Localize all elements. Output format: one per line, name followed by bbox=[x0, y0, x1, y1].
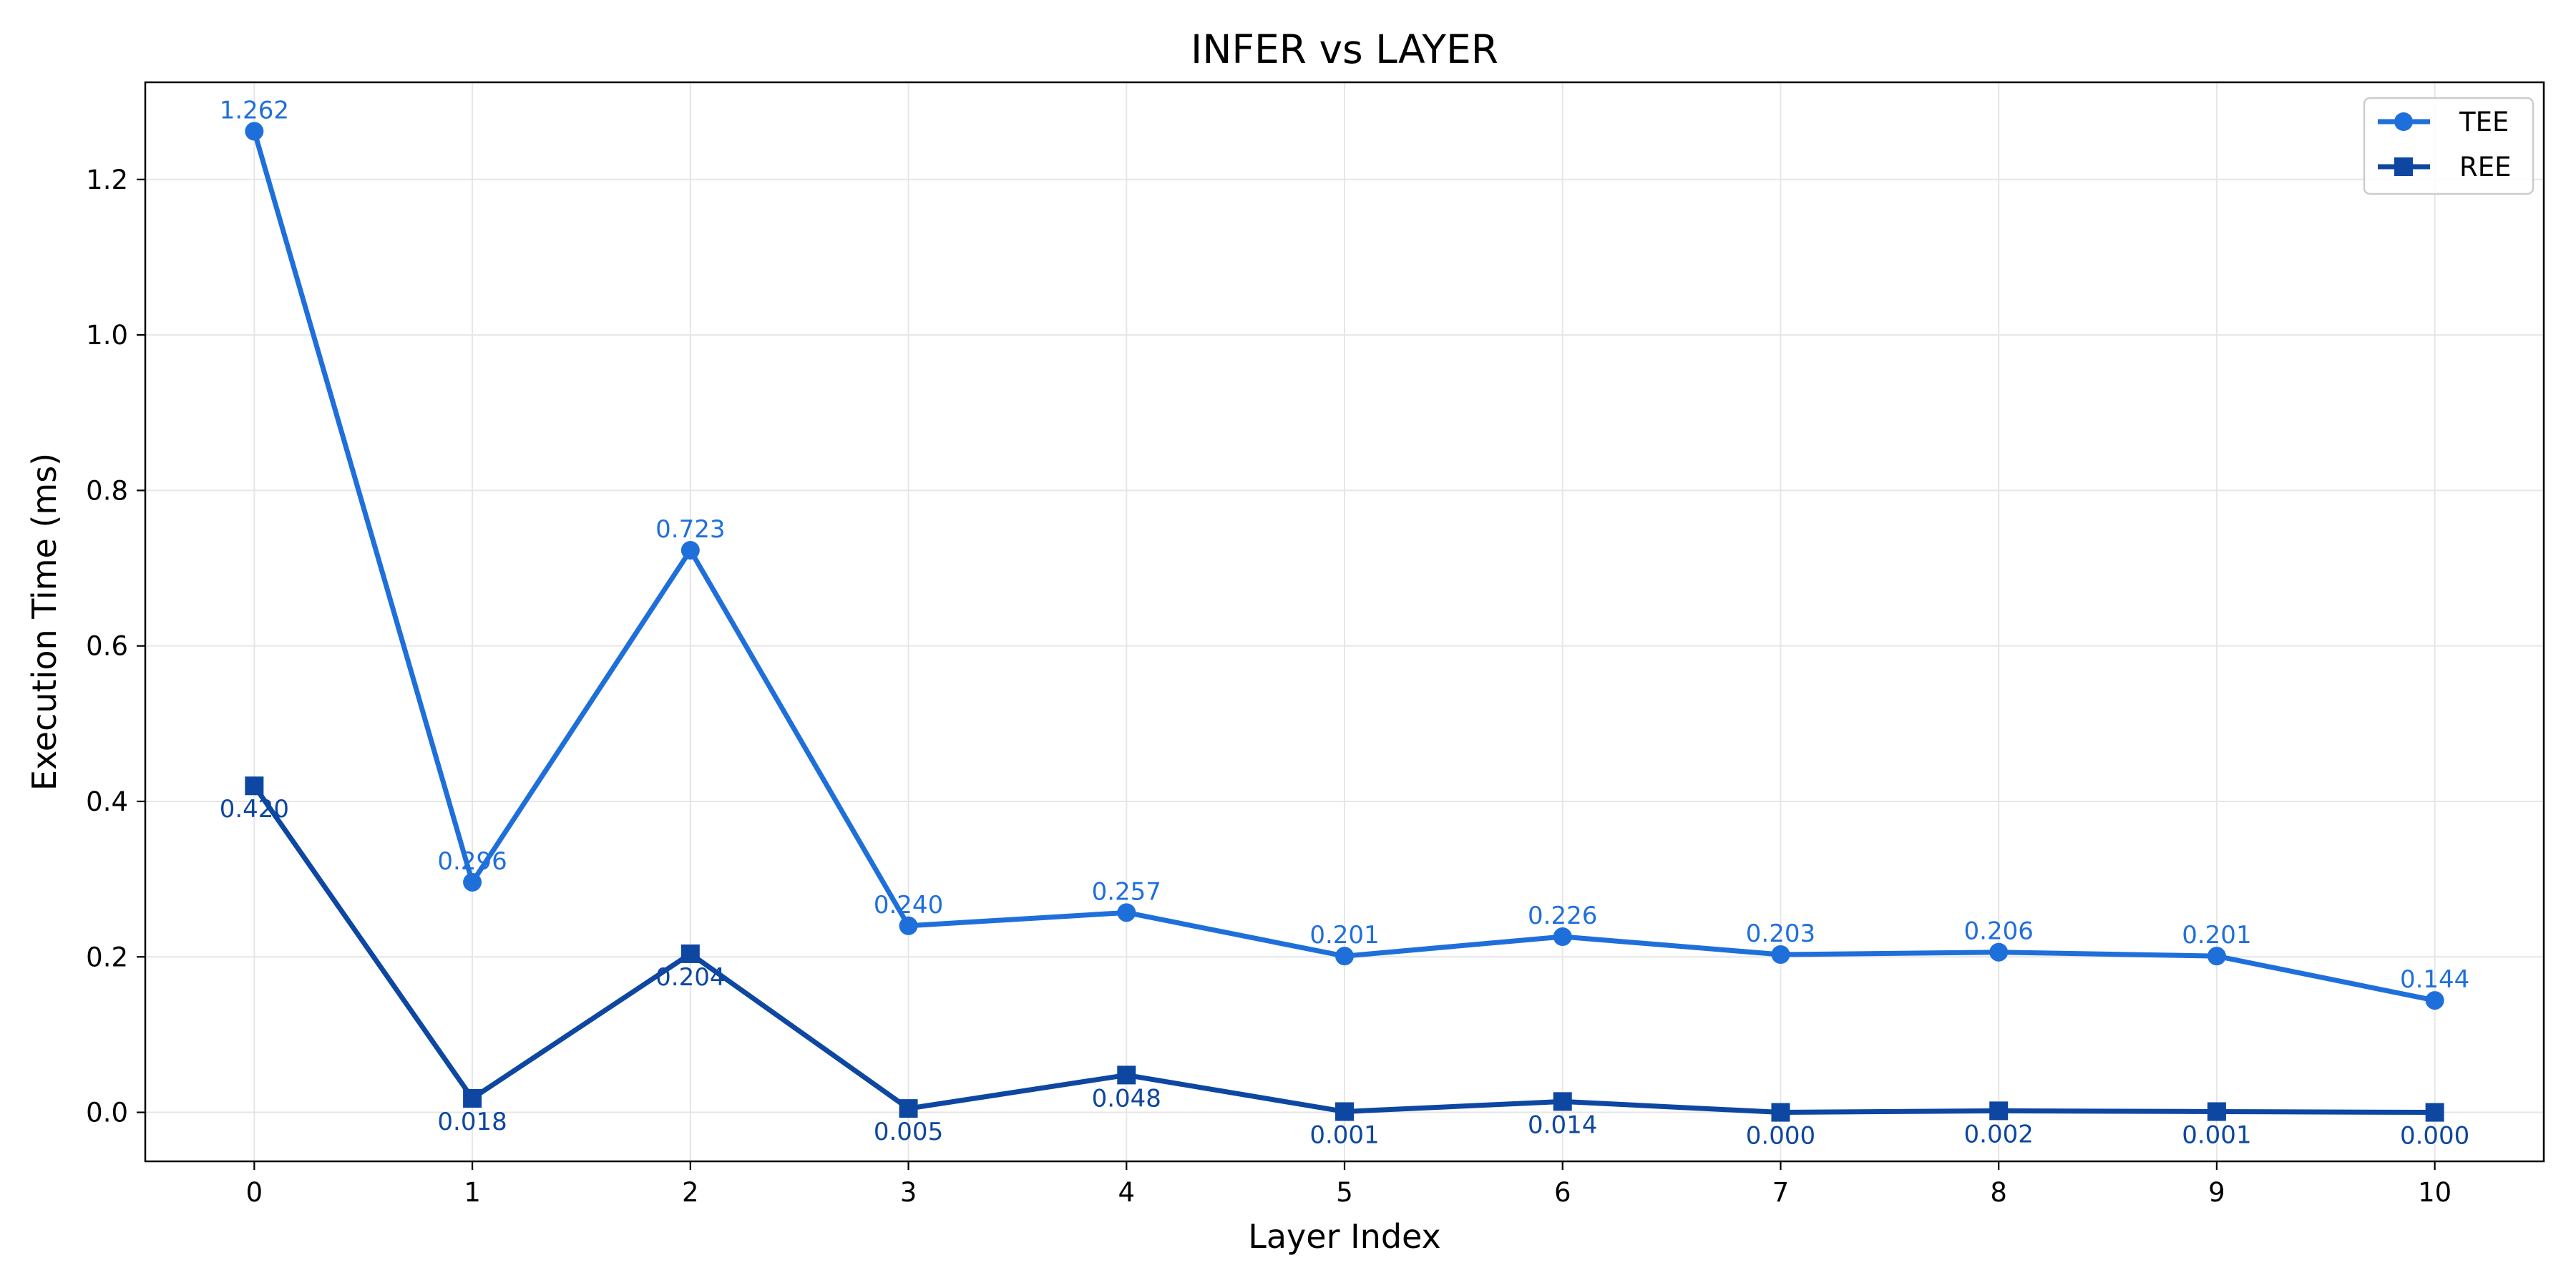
data-point-tee bbox=[2425, 991, 2444, 1010]
data-label-ree: 0.002 bbox=[1964, 1120, 2034, 1148]
data-label-tee: 0.144 bbox=[2400, 965, 2469, 994]
y-tick-label: 1.0 bbox=[86, 320, 128, 351]
legend-item-tee: TEE bbox=[2378, 107, 2509, 137]
x-tick-label: 10 bbox=[2418, 1177, 2451, 1208]
data-label-ree: 0.001 bbox=[1309, 1121, 1379, 1149]
legend-label-tee: TEE bbox=[2459, 107, 2509, 137]
y-axis-title: Execution Time (ms) bbox=[25, 453, 64, 791]
data-label-tee: 0.201 bbox=[1309, 921, 1379, 950]
series-ree: 0.420 0.018 0.204 0.005 0.048 0.001 0.014 0.000… bbox=[220, 776, 2469, 1151]
data-label-tee: 0.240 bbox=[874, 891, 943, 919]
data-point-tee bbox=[1335, 947, 1354, 966]
y-tick-label: 0.2 bbox=[86, 942, 128, 972]
data-label-ree: 0.005 bbox=[874, 1118, 943, 1146]
series-tee: 1.262 0.296 0.723 0.240 0.257 0.201 0.226 0.203… bbox=[220, 96, 2469, 1010]
data-point-ree bbox=[2207, 1102, 2226, 1121]
data-label-ree: 0.204 bbox=[655, 963, 725, 992]
legend-marker-ree bbox=[2394, 157, 2413, 176]
x-tick-label: 5 bbox=[1336, 1177, 1353, 1208]
data-label-tee: 0.203 bbox=[1746, 919, 1815, 948]
data-point-tee bbox=[680, 541, 700, 560]
data-point-ree bbox=[1335, 1102, 1354, 1121]
data-label-ree: 0.420 bbox=[220, 795, 289, 824]
y-tick-label: 0.6 bbox=[86, 631, 128, 662]
y-tick-label: 0.4 bbox=[86, 786, 128, 817]
x-tick-label: 6 bbox=[1554, 1177, 1571, 1208]
y-tick-label: 1.2 bbox=[86, 165, 128, 195]
data-point-ree bbox=[1771, 1103, 1790, 1122]
x-axis-title: Layer Index bbox=[1248, 1217, 1441, 1256]
data-label-ree: 0.000 bbox=[2400, 1122, 2469, 1151]
data-label-tee: 0.296 bbox=[437, 847, 507, 876]
y-tick-label: 0.8 bbox=[86, 475, 128, 506]
chart-title: INFER vs LAYER bbox=[1191, 26, 1498, 72]
data-point-tee bbox=[1989, 942, 2009, 962]
axis-ticks: 0 1 2 3 4 5 6 7 8 9 10 0.0 0.2 0.4 0.6 0.8 1.0 1.2 bbox=[86, 165, 2451, 1208]
plot-series: 1.262 0.296 0.723 0.240 0.257 0.201 0.226 0.203… bbox=[220, 96, 2470, 1150]
data-point-ree bbox=[463, 1088, 482, 1108]
data-point-tee bbox=[463, 872, 482, 892]
x-tick-label: 7 bbox=[1772, 1177, 1790, 1208]
data-label-tee: 0.257 bbox=[1092, 877, 1161, 906]
x-tick-label: 1 bbox=[464, 1177, 481, 1208]
data-point-ree bbox=[680, 944, 700, 963]
x-tick-label: 8 bbox=[1990, 1177, 2007, 1208]
data-point-tee bbox=[899, 916, 918, 935]
data-point-ree bbox=[245, 776, 264, 796]
data-point-tee bbox=[1553, 927, 1572, 947]
x-tick-label: 0 bbox=[246, 1177, 263, 1208]
legend-marker-tee bbox=[2394, 112, 2413, 131]
legend: TEE REE bbox=[2363, 97, 2534, 195]
data-label-tee: 0.206 bbox=[1964, 917, 2034, 946]
data-point-ree bbox=[1553, 1092, 1572, 1111]
x-tick-label: 2 bbox=[682, 1177, 699, 1208]
y-tick-label: 0.0 bbox=[86, 1098, 128, 1128]
data-point-tee bbox=[1117, 903, 1136, 922]
data-label-tee: 0.226 bbox=[1528, 902, 1597, 930]
data-point-tee bbox=[2207, 947, 2226, 966]
data-label-tee: 0.201 bbox=[2182, 921, 2251, 950]
data-label-ree: 0.048 bbox=[1092, 1084, 1161, 1113]
data-label-tee: 1.262 bbox=[220, 96, 289, 125]
data-label-tee: 0.723 bbox=[655, 515, 725, 544]
data-point-ree bbox=[1117, 1065, 1136, 1085]
x-tick-label: 9 bbox=[2208, 1177, 2225, 1208]
data-point-ree bbox=[1989, 1101, 2009, 1121]
legend-label-ree: REE bbox=[2459, 152, 2511, 182]
x-tick-label: 4 bbox=[1118, 1177, 1135, 1208]
data-label-ree: 0.001 bbox=[2182, 1121, 2251, 1149]
data-label-ree: 0.018 bbox=[437, 1108, 507, 1136]
x-tick-label: 3 bbox=[900, 1177, 917, 1208]
data-point-ree bbox=[899, 1099, 918, 1118]
data-point-ree bbox=[2425, 1103, 2444, 1122]
data-point-tee bbox=[1771, 945, 1790, 965]
legend-item-ree: REE bbox=[2378, 152, 2511, 182]
data-point-tee bbox=[245, 122, 264, 141]
data-label-ree: 0.014 bbox=[1528, 1111, 1597, 1139]
data-label-ree: 0.000 bbox=[1746, 1122, 1815, 1151]
